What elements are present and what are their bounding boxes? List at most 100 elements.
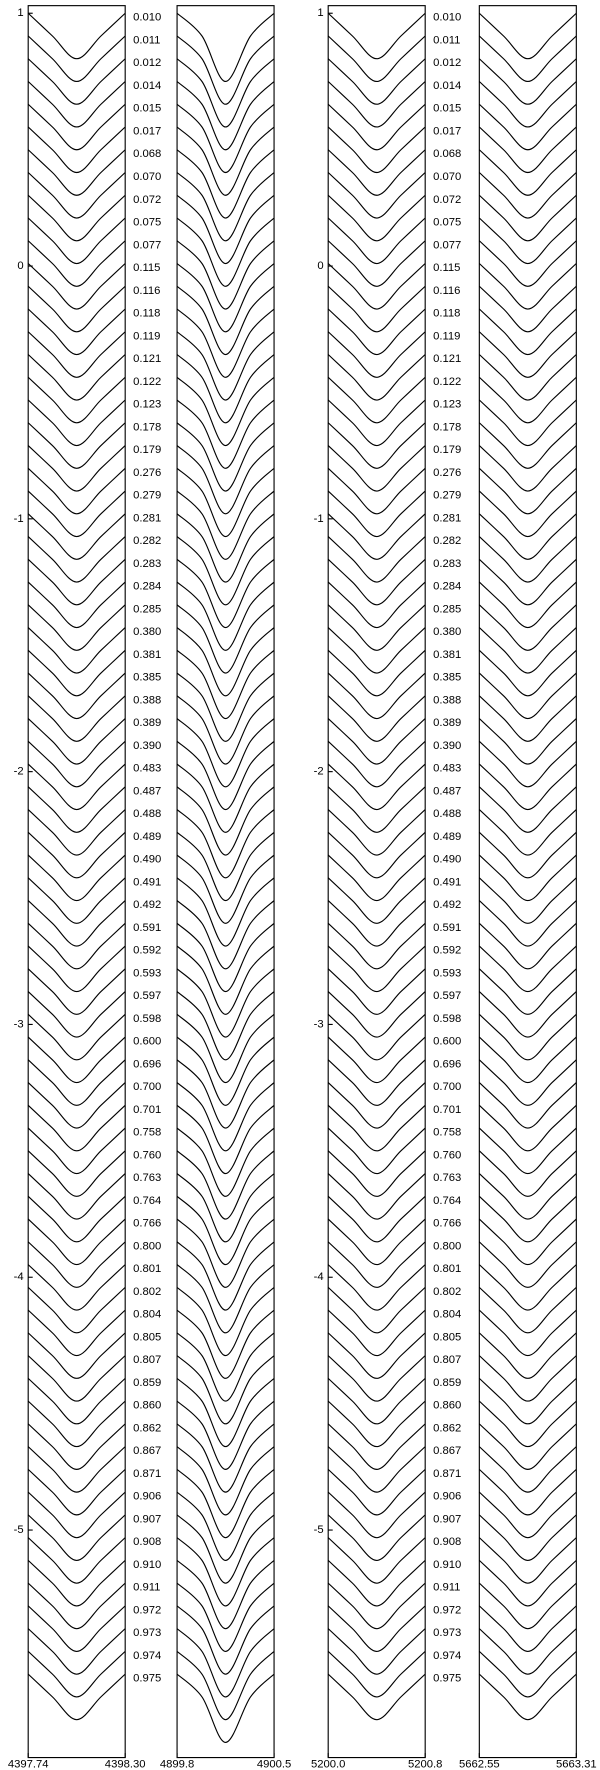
- profile-line: [478, 718, 577, 765]
- profile-line: [27, 376, 126, 424]
- phase-label: 0.489: [133, 831, 161, 843]
- profile-line: [327, 103, 426, 151]
- profile-line: [176, 763, 275, 833]
- profile-line: [176, 308, 275, 378]
- phase-label: 0.283: [433, 558, 461, 570]
- phase-label: 0.285: [133, 603, 161, 615]
- profile-line: [327, 1355, 426, 1402]
- phase-label: 0.072: [133, 194, 161, 206]
- phase-label: 0.121: [133, 353, 161, 365]
- phase-label: 0.974: [133, 1650, 161, 1662]
- profile-line: [27, 81, 126, 128]
- y-tick-label: 0: [317, 260, 323, 272]
- profile-line: [176, 1400, 275, 1470]
- profile-line: [478, 695, 577, 742]
- profile-line: [176, 1468, 275, 1539]
- profile-line: [176, 786, 275, 856]
- profile-line: [27, 1537, 126, 1584]
- profile-line: [27, 467, 126, 515]
- profile-line: [27, 854, 126, 902]
- phase-label: 0.281: [433, 512, 461, 524]
- profile-line: [176, 58, 275, 128]
- profile-line: [478, 399, 577, 447]
- phase-label: 0.118: [433, 308, 460, 320]
- phase-label: 0.385: [433, 672, 461, 684]
- phase-label: 0.123: [133, 399, 161, 411]
- profile-line: [327, 945, 426, 993]
- profile-line: [478, 1537, 577, 1584]
- profile-line: [478, 1423, 577, 1470]
- phase-label: 0.862: [133, 1422, 161, 1434]
- profile-line: [27, 831, 126, 879]
- profile-line: [327, 900, 426, 947]
- profile-line: [27, 126, 126, 174]
- phase-label: 0.763: [133, 1172, 161, 1184]
- profile-line: [327, 536, 426, 583]
- profile-line: [27, 945, 126, 993]
- phase-label: 0.760: [133, 1149, 161, 1161]
- profile-line: [27, 1423, 126, 1470]
- profile-line: [27, 35, 126, 83]
- phase-label: 0.974: [433, 1650, 461, 1662]
- phase-label: 0.597: [133, 990, 161, 1002]
- profile-line: [27, 1355, 126, 1402]
- profile-line: [327, 1309, 426, 1357]
- phase-label: 0.122: [133, 376, 161, 388]
- phase-label: 0.070: [133, 171, 161, 183]
- x-tick-label: 4900.5: [257, 1758, 291, 1770]
- profile-line: [327, 1468, 426, 1516]
- phase-label: 0.802: [133, 1286, 161, 1298]
- phase-label: 0.122: [433, 376, 461, 388]
- profile-line: [176, 1173, 275, 1243]
- y-tick-label: -2: [14, 766, 24, 778]
- profile-line: [176, 354, 275, 424]
- y-tick-label: -5: [314, 1524, 324, 1536]
- profile-line: [327, 649, 426, 697]
- profile-line: [27, 1628, 126, 1675]
- profile-line: [327, 399, 426, 447]
- phase-label: 0.490: [133, 854, 161, 866]
- profile-line: [176, 1605, 275, 1675]
- profile-line: [478, 467, 577, 515]
- profile-line: [27, 1332, 126, 1379]
- phase-label: 0.592: [133, 945, 161, 957]
- phase-label: 0.491: [133, 876, 161, 888]
- phase-label: 0.807: [433, 1354, 461, 1366]
- profile-line: [176, 513, 275, 583]
- profile-line: [327, 627, 426, 674]
- phase-label: 0.764: [433, 1195, 461, 1207]
- phase-label: 0.973: [133, 1627, 161, 1639]
- phase-label: 0.381: [133, 649, 161, 661]
- phase-label: 0.279: [133, 490, 161, 502]
- profile-line: [27, 900, 126, 947]
- profile-line: [327, 1514, 426, 1561]
- profile-line: [176, 1537, 275, 1607]
- profile-line: [27, 877, 126, 924]
- phase-label: 0.487: [433, 785, 461, 797]
- x-tick-label: 5662.55: [459, 1758, 500, 1770]
- profile-line: [327, 1332, 426, 1379]
- profile-line: [176, 604, 275, 674]
- profile-line: [176, 1286, 275, 1357]
- profile-line: [27, 1309, 126, 1357]
- profile-line: [27, 12, 126, 60]
- profile-line: [327, 1582, 426, 1630]
- phase-label: 0.492: [433, 899, 461, 911]
- profile-line: [478, 103, 577, 151]
- profile-line: [478, 331, 577, 378]
- phase-label: 0.487: [133, 785, 161, 797]
- phase-label: 0.597: [433, 990, 461, 1002]
- profile-line: [478, 308, 577, 356]
- profile-line: [27, 991, 126, 1038]
- profile-line: [478, 649, 577, 697]
- profile-line: [176, 217, 275, 287]
- phase-label: 0.860: [433, 1400, 461, 1412]
- profile-line: [327, 740, 426, 788]
- phase-label: 0.121: [433, 353, 461, 365]
- profile-line: [27, 695, 126, 742]
- phase-label: 0.908: [433, 1536, 461, 1548]
- profile-line: [176, 1241, 275, 1311]
- profile-line: [176, 1264, 275, 1334]
- profile-line: [327, 1036, 426, 1084]
